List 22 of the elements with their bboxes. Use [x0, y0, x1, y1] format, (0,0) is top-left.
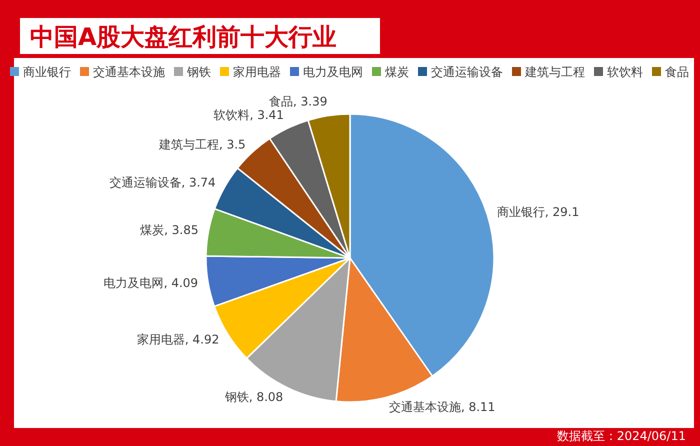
data-label: 商业银行, 29.1	[496, 204, 580, 219]
legend-label: 商业银行	[23, 65, 71, 79]
data-label: 钢铁, 8.08	[224, 390, 284, 404]
data-label: 建筑与工程, 3.5	[158, 138, 246, 152]
legend-label: 家用电器	[233, 65, 281, 79]
legend-label: 食品	[665, 65, 689, 79]
legend-label: 交通运输设备	[431, 65, 503, 79]
data-label: 交通运输设备, 3.74	[109, 176, 216, 190]
legend-label: 钢铁	[186, 65, 211, 79]
data-label: 煤炭, 3.85	[140, 223, 199, 238]
chart-title: 中国A股大盘红利前十大行业	[30, 23, 337, 51]
data-label: 软饮料, 3.41	[214, 108, 284, 122]
data-label: 电力及电网, 4.09	[104, 276, 198, 290]
data-label: 家用电器, 4.92	[136, 332, 220, 346]
data-label: 交通基本设施, 8.11	[388, 400, 496, 414]
text: 数据截至：2024/06/11	[556, 429, 686, 443]
legend-label: 软饮料	[607, 65, 643, 79]
legend-label: 电力及电网	[303, 65, 363, 79]
legend-label: 煤炭	[385, 65, 409, 79]
data-label: 食品, 3.39	[269, 94, 328, 109]
legend-label: 交通基本设施	[93, 65, 165, 79]
legend-label: 建筑与工程	[524, 65, 585, 79]
